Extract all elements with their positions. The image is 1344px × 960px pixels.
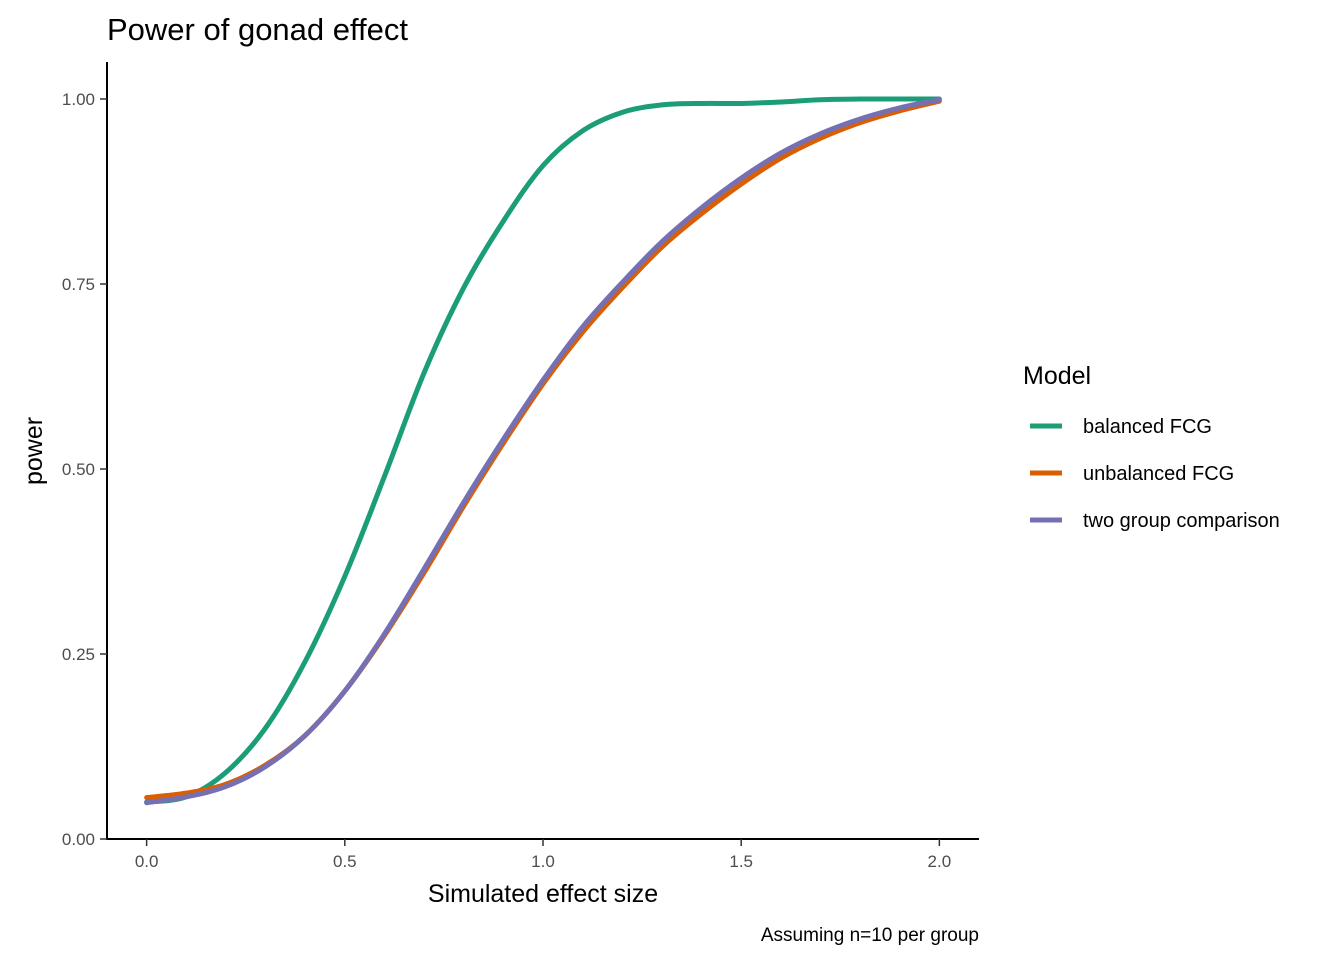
y-tick-label: 0.75	[62, 275, 95, 294]
y-axis-title: power	[20, 417, 48, 485]
legend-label-unbalanced-fcg: unbalanced FCG	[1083, 463, 1234, 485]
x-axis-title: Simulated effect size	[428, 880, 658, 908]
y-tick-label: 0.25	[62, 645, 95, 664]
series-line-unbalanced-fcg	[144, 98, 942, 801]
y-tick-label: 0.00	[62, 830, 95, 849]
y-axis-ticks: 0.00 0.25 0.50 0.75 1.00	[62, 90, 107, 849]
plot-area	[144, 96, 942, 806]
chart-caption: Assuming n=10 per group	[761, 925, 979, 946]
legend-label-balanced-fcg: balanced FCG	[1083, 416, 1212, 438]
x-axis-ticks: 0.0 0.5 1.0 1.5 2.0	[135, 839, 951, 871]
x-tick-label: 1.0	[531, 852, 555, 871]
legend: Model balanced FCG unbalanced FCG two grou…	[1023, 362, 1280, 532]
legend-label-two-group-comparison: two group comparison	[1083, 510, 1280, 532]
x-tick-label: 1.5	[729, 852, 753, 871]
x-tick-label: 0.5	[333, 852, 357, 871]
y-tick-label: 0.50	[62, 460, 95, 479]
legend-title: Model	[1023, 362, 1091, 390]
x-tick-label: 2.0	[928, 852, 952, 871]
x-tick-label: 0.0	[135, 852, 159, 871]
series-line-balanced-fcg	[144, 96, 942, 805]
y-tick-label: 1.00	[62, 90, 95, 109]
series-line-two-group-comparison	[144, 97, 942, 806]
chart-title: Power of gonad effect	[107, 12, 408, 47]
